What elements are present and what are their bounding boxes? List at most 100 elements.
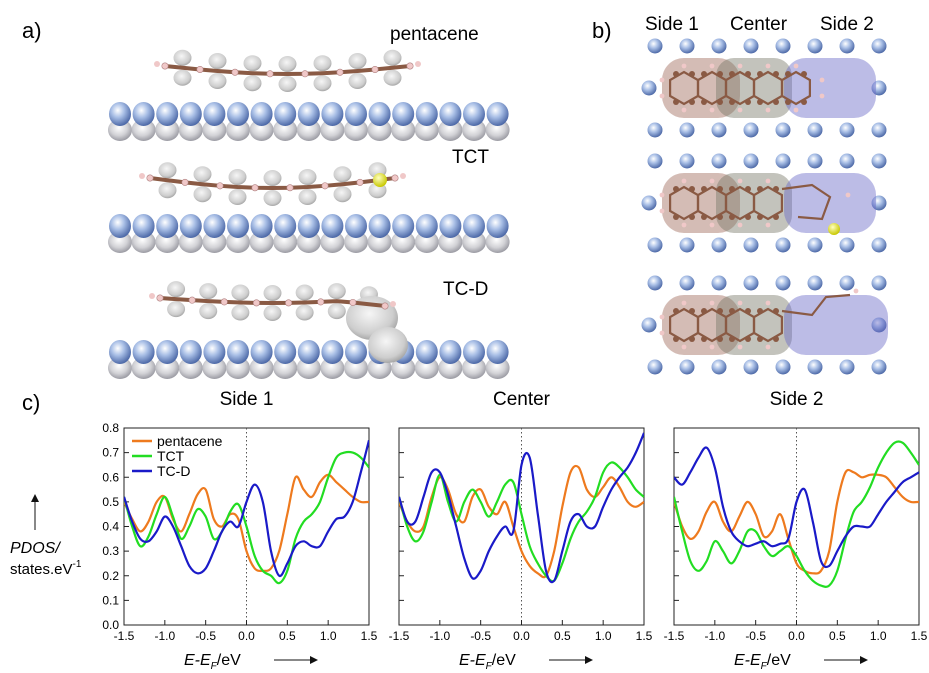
- legend-label: TC-D: [157, 463, 190, 479]
- hydrogen-atom: [659, 192, 665, 198]
- carbon-atom: [745, 186, 751, 192]
- atom: [161, 62, 169, 70]
- x-tick-label: 0.5: [554, 629, 571, 643]
- x-axis-label-sub: F: [761, 661, 768, 672]
- carbon-atom: [689, 214, 695, 220]
- metal-atom-back: [296, 119, 321, 141]
- metal-slab-tct: [108, 214, 510, 253]
- panel-b: b) Side 1 Center Side 2: [592, 14, 888, 375]
- metal-atom: [486, 214, 509, 238]
- metal-atom: [679, 237, 695, 253]
- hydrogen-atom: [709, 344, 715, 350]
- hydrogen-atom: [139, 173, 145, 179]
- metal-atom: [807, 237, 823, 253]
- hydrogen-atom: [737, 300, 743, 306]
- y-tick-label: 0.1: [102, 593, 119, 607]
- hydrogen-atom: [765, 344, 771, 350]
- metal-atom-back: [462, 231, 486, 253]
- metal-atom-back: [438, 119, 463, 141]
- x-axis-arrow-head: [310, 656, 318, 664]
- y-axis-label-unit-sup: -1: [73, 559, 82, 570]
- metal-atom: [250, 214, 273, 238]
- metal-slab-pentacene: [108, 102, 510, 141]
- metal-atom: [463, 340, 485, 364]
- x-axis-label-main: E-E: [734, 652, 761, 669]
- metal-atom: [439, 214, 462, 238]
- metal-atom: [711, 237, 727, 253]
- density-lobe: [158, 162, 177, 179]
- carbon-atom: [773, 214, 779, 220]
- metal-atom: [321, 102, 344, 126]
- metal-atom-back: [462, 119, 486, 141]
- metal-atom: [368, 102, 391, 126]
- metal-atom: [679, 275, 695, 291]
- metal-atom: [871, 317, 887, 333]
- carbon-atom: [757, 308, 763, 314]
- density-lobe: [228, 189, 247, 206]
- metal-atom: [807, 38, 823, 54]
- metal-atom: [641, 80, 657, 96]
- y-axis-label-main: PDOS/: [10, 540, 61, 557]
- metal-atom: [743, 275, 759, 291]
- hydrogen-atom: [659, 314, 665, 320]
- x-axis-label-unit: /eV: [217, 652, 241, 669]
- molecule-side-view-tct: [139, 162, 406, 206]
- metal-atom: [743, 153, 759, 169]
- hydrogen-atom: [659, 93, 665, 99]
- density-lobe: [263, 285, 282, 301]
- hydrogen-atom: [681, 344, 687, 350]
- metal-atom-back: [485, 119, 510, 141]
- density-lobe: [231, 304, 250, 321]
- hydrogen-atom: [400, 173, 406, 179]
- metal-atom-back: [202, 231, 227, 253]
- carbon-atom: [717, 336, 723, 342]
- carbon-atom: [673, 308, 679, 314]
- metal-atom-back: [320, 231, 345, 253]
- atom: [156, 294, 164, 302]
- molecule-label-pentacene: pentacene: [390, 24, 479, 45]
- metal-atom: [203, 102, 226, 126]
- metal-atom: [807, 122, 823, 138]
- x-tick-label: 0.0: [513, 629, 530, 643]
- density-lobe: [228, 169, 247, 186]
- metal-atom-back: [249, 231, 274, 253]
- metal-atom: [647, 359, 663, 375]
- series-line-tct: [124, 450, 369, 585]
- x-tick-label: -1.0: [429, 629, 450, 643]
- region-side2: [784, 295, 888, 355]
- density-lobe: [383, 69, 402, 86]
- metal-atom: [743, 237, 759, 253]
- metal-atom-back: [108, 357, 132, 379]
- atom: [266, 70, 274, 78]
- metal-atom: [839, 38, 855, 54]
- hydrogen-atom: [681, 178, 687, 184]
- carbon-atom: [673, 99, 679, 105]
- density-lobe: [243, 75, 262, 92]
- metal-atom-back: [367, 231, 392, 253]
- density-lobe: [313, 55, 332, 72]
- hydrogen-atom: [765, 300, 771, 306]
- metal-atom: [321, 214, 344, 238]
- panel-c-label: c): [22, 390, 40, 415]
- carbon-atom: [745, 308, 751, 314]
- hydrogen-atom: [681, 222, 687, 228]
- density-lobe: [333, 166, 352, 183]
- hydrogen-atom: [765, 63, 771, 69]
- metal-atom: [711, 275, 727, 291]
- x-tick-label: -1.0: [704, 629, 725, 643]
- metal-atom: [871, 38, 887, 54]
- metal-atom: [274, 340, 297, 364]
- density-lobe: [278, 56, 297, 72]
- hydrogen-atom: [793, 107, 799, 113]
- metal-atom: [839, 122, 855, 138]
- carbon-atom: [689, 99, 695, 105]
- chart-title: Side 2: [770, 389, 824, 410]
- x-tick-label: 0.0: [788, 629, 805, 643]
- x-axis-label: E-EF/eV: [459, 652, 516, 672]
- atom: [301, 70, 309, 78]
- pdos-chart-2: Side 2 -1.5 -1.0 -0.5 0.0 0.5 1.0 1.5 E-EF/eV: [664, 389, 928, 672]
- metal-atom-back: [202, 357, 227, 379]
- metal-atom: [647, 122, 663, 138]
- density-lobe: [295, 284, 314, 301]
- density-lobe: [327, 283, 346, 300]
